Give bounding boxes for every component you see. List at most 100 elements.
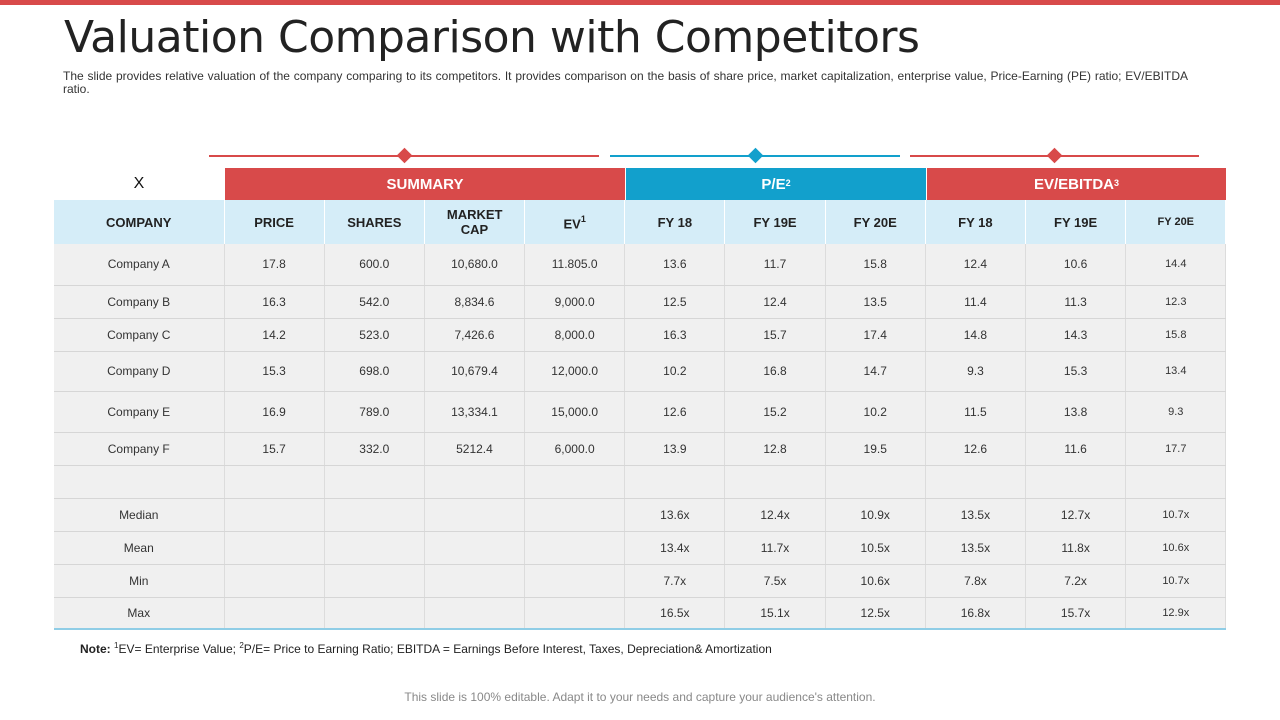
table-cell: 13.4 [1125, 351, 1227, 392]
row-label-cell: Median [54, 498, 225, 532]
table-cell: 12,000.0 [524, 351, 626, 392]
footnote: Note: 1EV= Enterprise Value; 2P/E= Price… [80, 641, 772, 656]
table-cell: 10.6x [825, 564, 926, 598]
group-header-row: X SUMMARY P/E 2 EV/EBITDA 3 [54, 167, 1226, 200]
table-cell: 5212.4 [424, 432, 526, 466]
table-row: Min 7.7x 7.5x 10.6x 7.8x 7.2x 10.7x [54, 564, 1227, 598]
table-cell [925, 465, 1027, 499]
table-cell: 600.0 [324, 244, 425, 286]
table-cell: 16.3 [224, 285, 325, 319]
table-cell: 11.7x [724, 531, 826, 565]
table-cell: 12.7x [1025, 498, 1127, 532]
ev-ebitda-connector [910, 147, 1199, 164]
column-header-label: FY 19E [753, 214, 797, 230]
table-cell: 15.3 [1025, 351, 1127, 392]
table-cell: 14.4 [1125, 244, 1227, 286]
table-cell [825, 465, 926, 499]
column-header: FY 18 [624, 200, 726, 244]
table-cell: 11.4 [925, 285, 1027, 319]
column-header: PRICE [224, 200, 325, 244]
table-cell: 13.5 [825, 285, 926, 319]
column-header-label: FY 20E [1157, 215, 1195, 228]
group-summary-label: SUMMARY [386, 175, 464, 193]
table-cell: 9.3 [925, 351, 1027, 392]
table-cell [1125, 465, 1227, 499]
table-cell: 12.5 [624, 285, 726, 319]
table-row [54, 465, 1227, 499]
column-header-label: EV [563, 216, 581, 232]
table-cell [224, 531, 325, 565]
group-pe: P/E 2 [626, 168, 926, 200]
table-cell: 16.3 [624, 318, 726, 352]
table-cell: 10.6 [1025, 244, 1127, 286]
table-cell [524, 597, 626, 630]
table-cell: 11.8x [1025, 531, 1127, 565]
table-cell: 12.6 [925, 432, 1027, 466]
valuation-table-area: X SUMMARY P/E 2 EV/EBITDA 3 COMPANY PRICE SH… [54, 167, 1227, 630]
column-header: FY 18 [925, 200, 1027, 244]
table-cell: 9.3 [1125, 391, 1227, 433]
table-row: Max 16.5x 15.1x 12.5x 16.8x 15.7x 12.9x [54, 597, 1227, 630]
row-label-cell [54, 465, 225, 499]
table-row: Company B 16.3 542.0 8,834.6 9,000.0 12.5 12.4… [54, 285, 1227, 319]
table-cell [324, 465, 425, 499]
table-cell: 11.7 [724, 244, 826, 286]
table-cell [524, 564, 626, 598]
table-cell [424, 531, 526, 565]
table-cell [324, 531, 425, 565]
table-cell: 13.5x [925, 531, 1027, 565]
table-cell [424, 498, 526, 532]
row-label-cell: Company E [54, 391, 225, 433]
table-cell: 17.8 [224, 244, 325, 286]
table-cell: 16.8 [724, 351, 826, 392]
table-cell: 14.8 [925, 318, 1027, 352]
table-cell [324, 597, 425, 630]
column-header: COMPANY [54, 200, 225, 244]
table-row: Company C 14.2 523.0 7,426.6 8,000.0 16.3 15.7… [54, 318, 1227, 352]
table-cell: 10.2 [624, 351, 726, 392]
table-cell: 12.4 [925, 244, 1027, 286]
table-cell: 13.8 [1025, 391, 1127, 433]
note-label: Note: [80, 642, 111, 656]
table-cell: 10,680.0 [424, 244, 526, 286]
column-header: FY 19E [1025, 200, 1127, 244]
table-cell: 9,000.0 [524, 285, 626, 319]
group-pe-sup: 2 [785, 178, 791, 188]
column-header-label: PRICE [254, 214, 294, 230]
table-cell: 13.4x [624, 531, 726, 565]
column-header-label: FY 18 [657, 214, 693, 230]
table-row: Mean 13.4x 11.7x 10.5x 13.5x 11.8x 10.6x [54, 531, 1227, 565]
table-cell: 13.6 [624, 244, 726, 286]
table-cell: 14.3 [1025, 318, 1127, 352]
column-header-label: MARKET CAP [446, 207, 503, 237]
column-header: FY 20E [825, 200, 926, 244]
table-cell [724, 465, 826, 499]
table-cell: 10.7x [1125, 564, 1227, 598]
table-cell: 15,000.0 [524, 391, 626, 433]
group-summary: SUMMARY [225, 168, 625, 200]
table-row: Company F 15.7 332.0 5212.4 6,000.0 13.9 12.8 1… [54, 432, 1227, 466]
table-cell [624, 465, 726, 499]
table-cell: 12.5x [825, 597, 926, 630]
table-row: Company A 17.8 600.0 10,680.0 11.805.0 13.6 11… [54, 244, 1227, 286]
table-cell: 8,000.0 [524, 318, 626, 352]
row-label-cell: Min [54, 564, 225, 598]
table-cell: 14.7 [825, 351, 926, 392]
corner-label: X [133, 174, 145, 192]
column-header: MARKET CAP [424, 200, 526, 244]
table-cell: 13,334.1 [424, 391, 526, 433]
note-text-2: P/E= Price to Earning Ratio; EBITDA = Ea… [243, 642, 772, 656]
table-cell: 13.6x [624, 498, 726, 532]
table-cell: 10.2 [825, 391, 926, 433]
table-cell: 11.6 [1025, 432, 1127, 466]
table-cell [324, 564, 425, 598]
table-row: Company E 16.9 789.0 13,334.1 15,000.0 12.6 15… [54, 391, 1227, 433]
table-cell: 11.805.0 [524, 244, 626, 286]
table-cell: 10.7x [1125, 498, 1227, 532]
table-cell [224, 498, 325, 532]
table-cell: 15.7 [224, 432, 325, 466]
table-cell: 15.8 [825, 244, 926, 286]
note-text-1: EV= Enterprise Value; [118, 642, 240, 656]
note-sup-1: 1 [114, 641, 119, 650]
table-row: Company D 15.3 698.0 10,679.4 12,000.0 10.2 16… [54, 351, 1227, 392]
